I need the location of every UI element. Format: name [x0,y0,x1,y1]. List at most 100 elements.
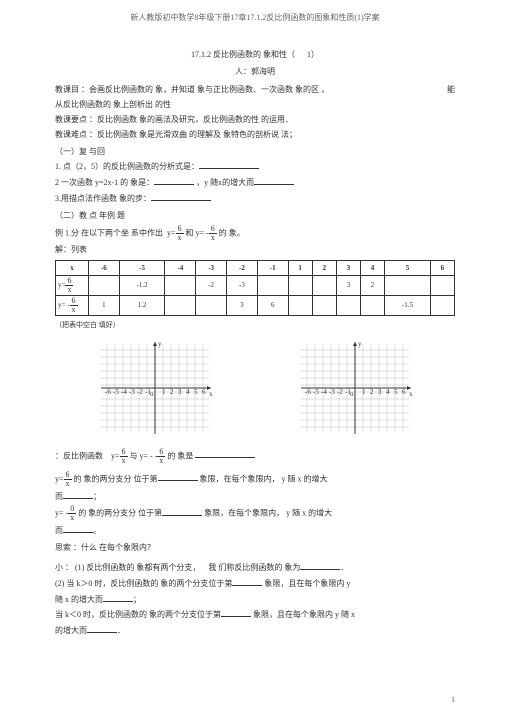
cell: 1 [89,296,120,316]
fraction-1: 6x [176,225,184,242]
th: -6 [89,261,120,276]
svg-text:2: 2 [170,388,174,396]
row1-label: y=6x [56,276,89,296]
svg-text:1: 1 [362,388,366,396]
section-2-head: （二）教 点 年例 题 [55,210,455,223]
c1b: y= [111,451,120,460]
c1d: 的 象是 [167,451,193,460]
svg-text:5: 5 [194,388,198,396]
summary-2: (2) 当 k＞0 时，反比例函数的 象的两个分支位于第 象限，且在每个象限内 … [55,577,455,591]
cell: -1.2 [119,276,165,296]
svg-text:-3: -3 [329,388,335,396]
th-x: x [56,261,89,276]
c1c: 与 y= - - [130,451,158,460]
cell [89,276,120,296]
s2a: (2) 当 k＞0 时，反比例函数的 象的两个分支位于第 [55,579,232,588]
cell [312,296,336,316]
c2d: 而 [55,492,63,501]
goal-text-1: 教课目 ：会画反比例函数的 象，并知道 象与正比例函数、一次函数 象的区 ， [55,85,329,94]
cell: -2 [196,276,227,296]
cell [257,276,288,296]
conclusion-2-end: 而； [55,490,455,504]
blank-q2b [254,176,294,185]
fraction-2: 6x [209,225,217,242]
conclusion-1: ：反比例函数 y=6x 与 y= - -6x 的 象是 [55,448,455,465]
svg-text:2: 2 [370,388,374,396]
blank-s2b [103,593,133,602]
blank-c3b [63,524,93,533]
c3c: 象限，在每个象限内， y 随 x 的增大 [204,509,332,518]
conclusion-3: y= -0x 的 象的两分支分 位于第 象限，在每个象限内， y 随 x 的增大 [55,505,455,522]
difficulty-line: 教课难点 ：反比例函数 象是光滑双曲 的理解及 象特色的剖析说 法； [55,129,455,142]
blank-s3a [221,608,251,617]
svg-text:4: 4 [186,388,190,396]
table-row-2: y= -6x 1 1.2 3 6 -1.5 [56,296,455,316]
svg-text:-1: -1 [145,388,151,396]
cell: 6 [257,296,288,316]
frac-den-2: x [209,234,217,242]
cell [288,276,312,296]
cell [360,296,384,316]
c3d: 而 [55,526,63,535]
cell: -1.5 [385,296,431,316]
th: -3 [196,261,227,276]
svg-text:-4: -4 [321,388,327,396]
svg-text:6: 6 [202,388,206,396]
example-1: 例 1.分 在以下两个坐 系中作出 y=6x 和 y= -6x 的 象。 [55,225,455,242]
page-header: 新人教版初中数学8年级下册17章17.1.2反比例函数的图象和性质(1)学案 [55,12,455,25]
document-title: 17.1.2 反比例函数的 象和性（ 1） [55,49,455,62]
s1a: 小 ： (1) 反比例函数的 象都有两个分支， [55,563,200,572]
question-1: 1. 点（2，5）的反比例函数的分析式是： [55,160,455,174]
cd2: x [157,457,165,465]
blank-c1 [195,449,255,458]
th: 4 [360,261,384,276]
ex1-d: 的 象。 [219,228,245,237]
table-header-row: x -6 -5 -4 -3 -2 -1 1 2 3 4 5 6 [56,261,455,276]
y-axis-label: y [158,340,162,348]
think-line: 思索 ：什么 在每个象限内？ [55,542,455,555]
q2b-text: ，y 随x的增大而 [196,178,254,187]
cell: 2 [360,276,384,296]
c2a: y= [55,474,64,483]
q2a-text: 2 一次函数 y=2x-1 的 象是： [55,178,154,187]
cell [196,296,227,316]
blank-s2a [232,577,262,586]
s3b: 象限，且在每个象限内 y 随 x [253,610,355,619]
blank-c3a [162,507,202,516]
cell [430,276,454,296]
summary-1: 小 ： (1) 反比例函数的 象都有两个分支， 我 们称反比例函数的 象为． [55,561,455,575]
section-1-head: （一）复 与回 [55,146,455,159]
goal-line-2: 从反比例函数的 象上剖析出 的性 [55,99,455,112]
cd: x [120,457,128,465]
cell [165,276,196,296]
title-text: 17.1.2 反比例函数的 象和性（ [191,50,295,59]
svg-text:-4: -4 [121,388,127,396]
svg-text:3: 3 [378,388,382,396]
th: -5 [119,261,165,276]
summary-3-end: 的增大而． [55,624,455,638]
svg-text:-2: -2 [337,388,343,396]
charts-row: y x o -6-5-4 -3-2-1 123 456 [55,338,455,438]
th: 1 [288,261,312,276]
c3b: 的 象的两分支分 位于第 [78,509,162,518]
svg-text:x: x [409,390,413,398]
c2b: 的 象的两分支分 位于第 [74,474,158,483]
th: -2 [227,261,258,276]
data-table: x -6 -5 -4 -3 -2 -1 1 2 3 4 5 6 y=6x -1.… [55,260,455,316]
svg-text:5: 5 [394,388,398,396]
r1l: y= [58,281,65,289]
th: -4 [165,261,196,276]
svg-text:6: 6 [402,388,406,396]
coordinate-grid-2: y x o -6-5-4 -3-2-1 123 456 [295,338,415,438]
fraction-c3: 6x [64,471,72,488]
table-caption: （把表中空白 填好） [55,320,455,331]
svg-text:4: 4 [386,388,390,396]
cell: 1.2 [119,296,165,316]
r2l: y= - [58,301,70,309]
th: 5 [385,261,431,276]
svg-text:1: 1 [162,388,166,396]
goal-text-end: 能 [447,84,455,97]
blank-c2b [63,490,93,499]
blank-q1 [199,160,259,169]
blank-s3b [87,624,117,633]
